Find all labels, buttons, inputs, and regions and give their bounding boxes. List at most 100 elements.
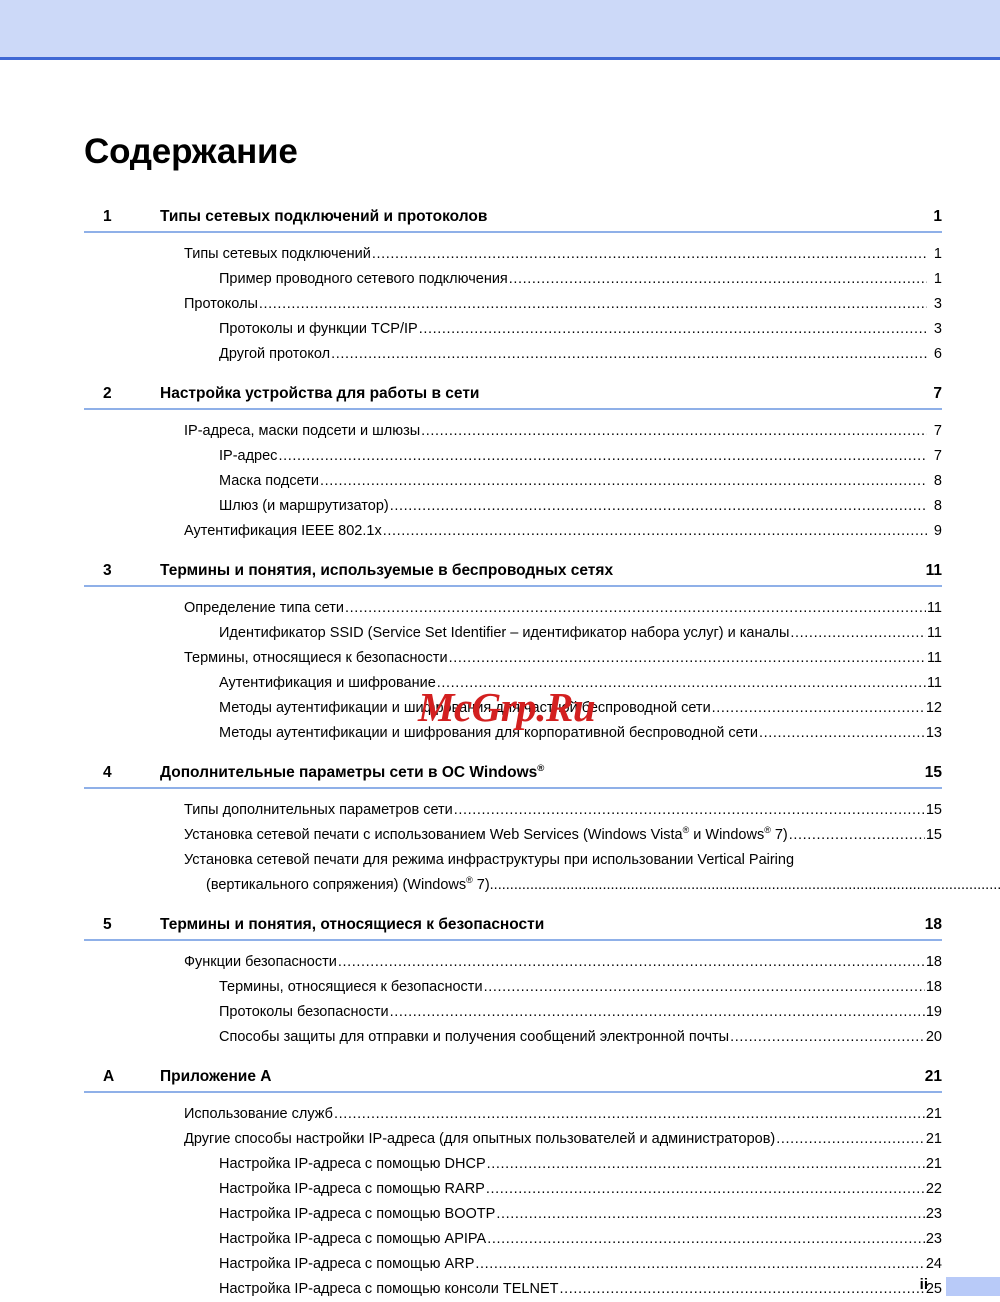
- chapter-heading-row[interactable]: 1 Типы сетевых подключений и протоколов 1: [84, 208, 942, 231]
- chapter-heading-row[interactable]: 3 Термины и понятия, используемые в беспр…: [84, 562, 942, 585]
- toc-entry-page-number: 11: [926, 625, 942, 641]
- toc-entry[interactable]: Типы дополнительных параметров сети ....…: [84, 798, 942, 823]
- page-top-decorative-band: [0, 0, 1000, 57]
- toc-entry[interactable]: Настройка IP-адреса с помощью консоли TE…: [84, 1277, 942, 1302]
- toc-entry[interactable]: Типы сетевых подключений................…: [84, 242, 942, 267]
- toc-entry-continuation: (вертикального сопряжения) (Windows® 7).…: [184, 873, 1000, 898]
- toc-entry-page-number: 22: [925, 1181, 942, 1197]
- toc-entry[interactable]: Протоколы безопасности .................…: [84, 1000, 942, 1025]
- toc-entry[interactable]: Другие способы настройки IP-адреса (для …: [84, 1127, 942, 1152]
- toc-entry[interactable]: IP-адреса, маски подсети и шлюзы .......…: [84, 419, 942, 444]
- chapter-rule: [84, 231, 942, 233]
- chapter-title[interactable]: Настройка устройства для работы в сети: [160, 385, 480, 402]
- toc-entry[interactable]: Пример проводного сетевого подключения .…: [84, 267, 942, 292]
- chapter-heading-row[interactable]: 4 Дополнительные параметры сети в ОС Wind…: [84, 764, 942, 787]
- toc-entry[interactable]: Настройка IP-адреса с помощью DHCP......…: [84, 1152, 942, 1177]
- dot-leader: ........................................…: [436, 675, 926, 691]
- toc-entry-page-number: 23: [925, 1206, 942, 1222]
- toc-entry[interactable]: Идентификатор SSID (Service Set Identifi…: [84, 621, 942, 646]
- toc-entry[interactable]: Установка сетевой печати для режима инфр…: [84, 848, 1000, 898]
- registered-mark: ®: [537, 762, 545, 774]
- text-run: 7): [770, 827, 788, 843]
- toc-entry[interactable]: Методы аутентификации и шифрования для к…: [84, 721, 942, 746]
- chapter-title[interactable]: Термины и понятия, используемые в беспро…: [160, 562, 614, 579]
- chapter-page-number: 21: [924, 1068, 942, 1085]
- toc-entry[interactable]: Аутентификация IEEE 802.1x..............…: [84, 519, 942, 544]
- text-run: (вертикального сопряжения) (Windows: [206, 877, 467, 893]
- toc-chapter: 3 Термины и понятия, используемые в беспр…: [84, 562, 942, 746]
- toc-entry[interactable]: Использование служб.....................…: [84, 1102, 942, 1127]
- chapter-page-number: 1: [933, 208, 942, 225]
- toc-entry-label: Термины, относящиеся к безопасности: [184, 650, 448, 666]
- toc-entry-label: Определение типа сети: [184, 600, 344, 616]
- toc-entry[interactable]: Настройка IP-адреса с помощью ARP ......…: [84, 1252, 942, 1277]
- toc-entry-label: Аутентификация IEEE 802.1x: [184, 523, 382, 539]
- text-run: и Windows: [689, 827, 765, 843]
- toc-entry[interactable]: Определение типа сети...................…: [84, 596, 942, 621]
- table-of-contents: 1 Типы сетевых подключений и протоколов 1 Т…: [84, 208, 1000, 1302]
- toc-entry-label: Другие способы настройки IP-адреса (для …: [184, 1131, 776, 1147]
- toc-entry[interactable]: Термины, относящиеся к безопасности.....…: [84, 646, 942, 671]
- toc-entry-page-number: 8: [933, 473, 942, 489]
- chapter-heading-row[interactable]: 2 Настройка устройства для работы в сети 7: [84, 385, 942, 408]
- toc-entry[interactable]: Термины, относящиеся к безопасности.....…: [84, 975, 942, 1000]
- toc-entry[interactable]: Настройка IP-адреса с помощью BOOTP ....…: [84, 1202, 942, 1227]
- toc-entry[interactable]: Аутентификация и шифрование.............…: [84, 671, 942, 696]
- chapter-page-number: 18: [924, 916, 942, 933]
- toc-entry[interactable]: IP-адрес ...............................…: [84, 444, 942, 469]
- chapter-number: 4: [103, 764, 112, 781]
- toc-entry-page-number: 20: [925, 1029, 942, 1045]
- chapter-title[interactable]: Термины и понятия, относящиеся к безопас…: [160, 916, 545, 933]
- toc-entry[interactable]: Способы защиты для отправки и получения …: [84, 1025, 942, 1050]
- toc-entry[interactable]: Шлюз (и маршрутизатор) .................…: [84, 494, 942, 519]
- chapter-number: 1: [103, 208, 112, 225]
- chapter-title[interactable]: Приложение A: [160, 1068, 272, 1085]
- toc-entry-label: Типы сетевых подключений: [184, 246, 371, 262]
- chapter-number: 2: [103, 385, 112, 402]
- chapter-title[interactable]: Типы сетевых подключений и протоколов: [160, 208, 488, 225]
- dot-leader: ........................................…: [483, 979, 925, 995]
- text-run: 7): [472, 877, 490, 893]
- toc-entry-page-number: 23: [925, 1231, 942, 1247]
- toc-entry-page-number: 15: [925, 802, 942, 818]
- toc-entry-label: Маска подсети: [219, 473, 319, 489]
- toc-entry[interactable]: Методы аутентификации и шифрования для ч…: [84, 696, 942, 721]
- chapter-rule: [84, 1091, 942, 1093]
- toc-entry[interactable]: Функции безопасности....................…: [84, 950, 942, 975]
- dot-leader: ........................................…: [331, 346, 927, 362]
- dot-leader: ........................................…: [344, 600, 926, 616]
- dot-leader: ........................................…: [508, 271, 927, 287]
- registered-mark: ®: [764, 825, 771, 836]
- toc-entry-page-number: 1: [933, 271, 942, 287]
- toc-entry[interactable]: Другой протокол.........................…: [84, 342, 942, 367]
- toc-entry-page-number: 8: [933, 498, 942, 514]
- toc-entry-label: Настройка IP-адреса с помощью ARP: [219, 1256, 475, 1272]
- toc-entry[interactable]: Протоколы ..............................…: [84, 292, 942, 317]
- dot-leader: ........................................…: [319, 473, 927, 489]
- toc-entry[interactable]: Установка сетевой печати с использование…: [84, 823, 942, 848]
- toc-entry[interactable]: Протоколы и функции TCP/IP .............…: [84, 317, 942, 342]
- toc-entry-label: Установка сетевой печати с использование…: [184, 823, 788, 848]
- chapter-title[interactable]: Дополнительные параметры сети в ОС Windo…: [160, 764, 915, 782]
- toc-chapter: 2 Настройка устройства для работы в сети 7…: [84, 385, 942, 544]
- chapter-heading-row[interactable]: A Приложение A 21: [84, 1068, 942, 1091]
- text-run: Установка сетевой печати с использование…: [184, 827, 683, 843]
- toc-entry-page-number: 1: [933, 246, 942, 262]
- toc-entry-page-number: 24: [925, 1256, 942, 1272]
- chapter-page-number: 7: [933, 385, 942, 402]
- toc-entry-page-number: 11: [926, 600, 942, 616]
- chapter-page-number: 11: [925, 562, 942, 579]
- toc-entry-page-number: 6: [933, 346, 942, 362]
- toc-entry[interactable]: Настройка IP-адреса с помощью APIPA ....…: [84, 1227, 942, 1252]
- chapter-spacer: [84, 1050, 942, 1068]
- toc-chapter: A Приложение A 21 Использование служб......…: [84, 1068, 942, 1302]
- chapter-rule: [84, 408, 942, 410]
- toc-entry-page-number: 3: [933, 321, 942, 337]
- chapter-heading-row[interactable]: 5 Термины и понятия, относящиеся к безопа…: [84, 916, 942, 939]
- toc-entry[interactable]: Маска подсети...........................…: [84, 469, 942, 494]
- dot-leader: ........................................…: [371, 246, 927, 262]
- dot-leader: ........................................…: [487, 1231, 925, 1247]
- toc-entry-label: Пример проводного сетевого подключения: [219, 271, 508, 287]
- chapter-number: 3: [103, 562, 112, 579]
- toc-entry[interactable]: Настройка IP-адреса с помощью RARP......…: [84, 1177, 942, 1202]
